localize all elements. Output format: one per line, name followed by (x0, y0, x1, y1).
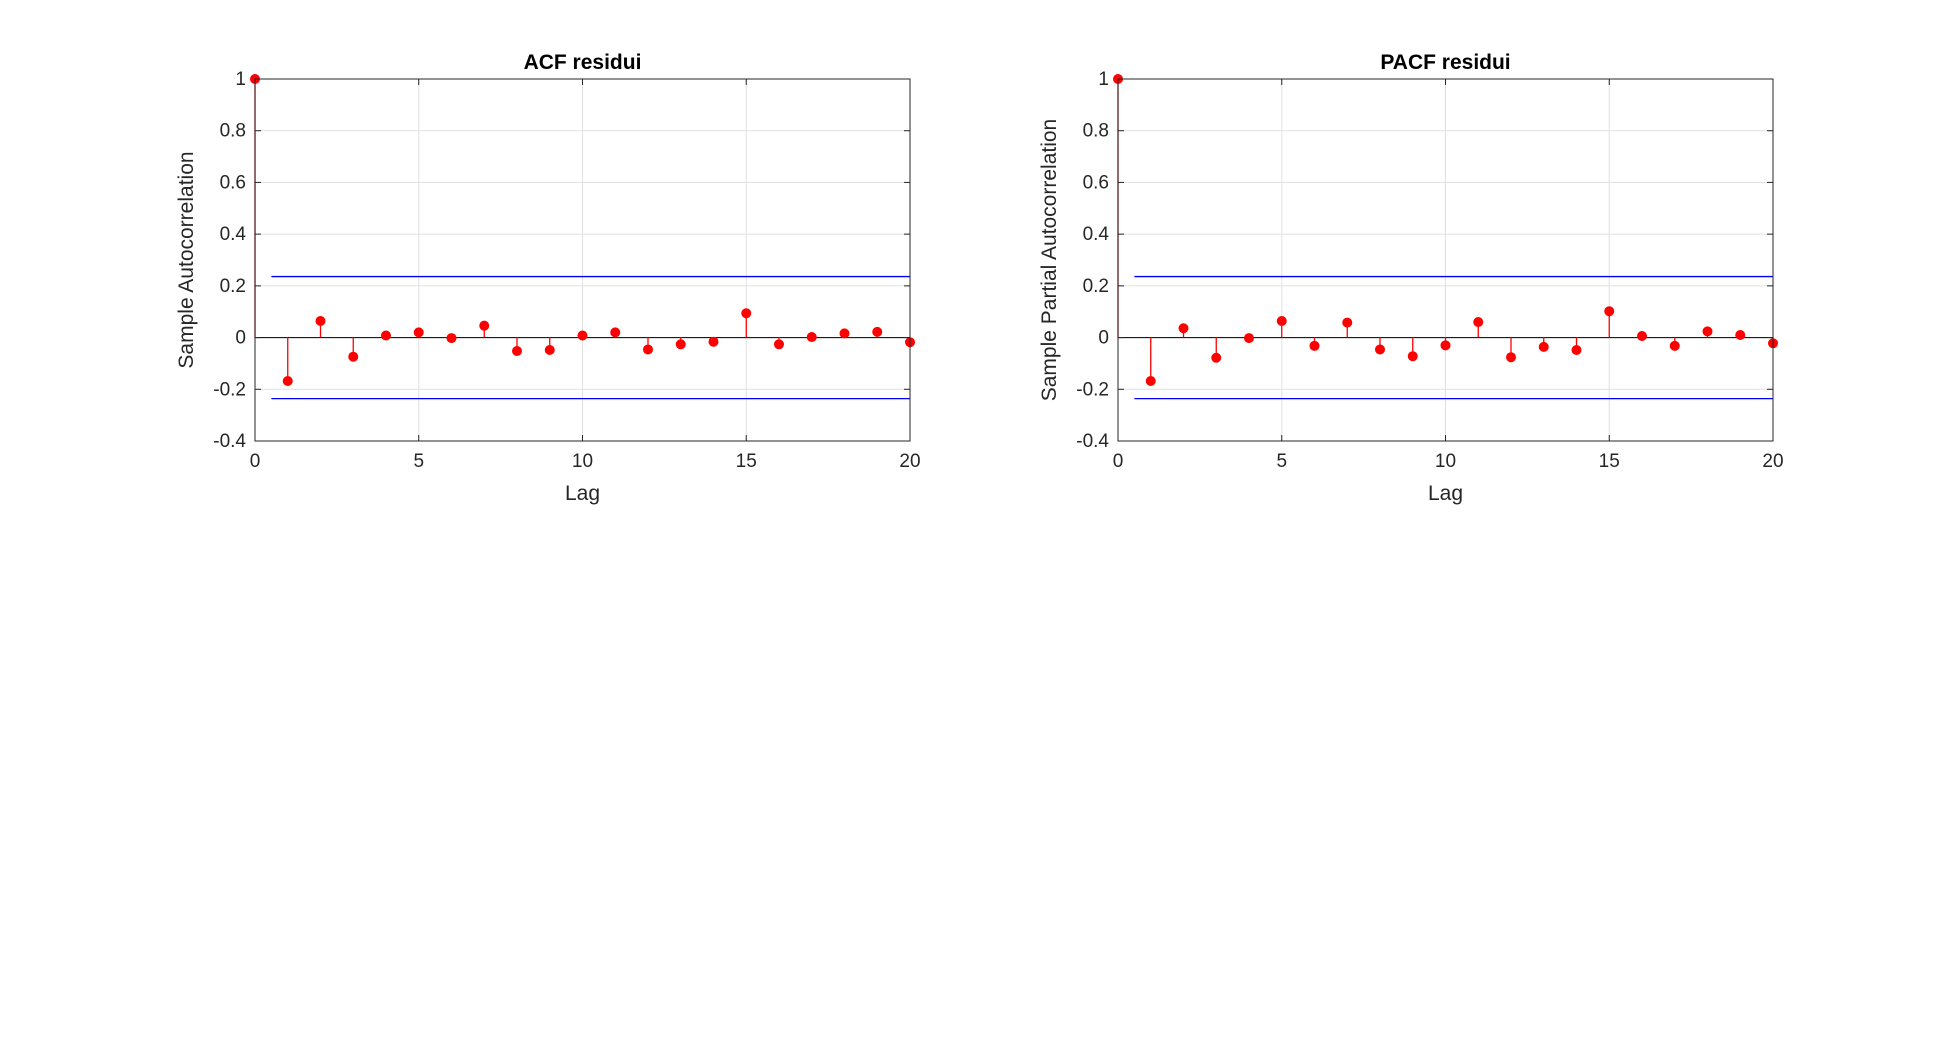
pacf-ticks: 0 5 10 15 20 -0.4 -0.2 0 0.2 0.4 0.6 0.8 1 (1076, 69, 1783, 472)
acf-y-tick-label: 0 (235, 328, 246, 349)
pacf-x-tick-label: 0 (1113, 451, 1124, 472)
acf-stem-marker (577, 330, 588, 341)
pacf-stem-marker (1637, 331, 1647, 342)
acf-stem-marker (413, 327, 424, 338)
pacf-x-axis-label: Lag (1428, 482, 1463, 505)
acf-stem-marker (315, 316, 326, 327)
pacf-confidence-bounds (1134, 275, 1773, 400)
pacf-stem-marker (1178, 323, 1189, 334)
pacf-stem-marker (1473, 317, 1484, 328)
pacf-stem-marker (1702, 326, 1713, 337)
acf-y-tick-label: -0.2 (213, 379, 246, 400)
pacf-y-tick-label: 0.8 (1083, 121, 1109, 142)
acf-x-axis-label: Lag (565, 482, 600, 505)
acf-stem-marker (675, 339, 686, 350)
acf-stem-marker (381, 330, 391, 341)
acf-y-tick-label: -0.4 (213, 431, 246, 452)
pacf-y-tick-label: 1 (1098, 69, 1109, 90)
acf-stem-marker (643, 344, 653, 355)
pacf-x-tick-label: 10 (1435, 451, 1456, 472)
acf-x-tick-label: 0 (250, 451, 261, 472)
pacf-stem-marker (1211, 352, 1222, 363)
acf-stem-marker (872, 326, 883, 337)
acf-y-axis-label: Sample Autocorrelation (175, 151, 198, 368)
acf-x-tick-label: 5 (413, 451, 424, 472)
acf-stem-marker (512, 346, 522, 357)
acf-stem-marker (741, 308, 752, 319)
acf-ticks: 0 5 10 15 20 -0.4 -0.2 0 0.2 0.4 0.6 0.8 1 (213, 69, 920, 472)
pacf-stem-marker (1342, 317, 1353, 328)
pacf-stem-marker (1276, 316, 1287, 327)
acf-stem-marker (839, 328, 850, 339)
acf-y-tick-label: 1 (235, 69, 246, 90)
acf-stem-marker (479, 320, 490, 331)
acf-y-tick-label: 0.8 (220, 121, 246, 142)
pacf-y-tick-label: -0.4 (1076, 431, 1109, 452)
pacf-stem-marker (1309, 340, 1320, 351)
acf-stem-marker (708, 336, 719, 347)
pacf-stem-marker (1506, 352, 1516, 363)
pacf-y-tick-label: 0 (1098, 328, 1109, 349)
pacf-y-tick-label: 0.2 (1083, 276, 1109, 297)
acf-panel: 0 5 10 15 20 -0.4 -0.2 0 0.2 0.4 0.6 0.8 1 ACF resid… (175, 51, 921, 505)
pacf-stem-marker (1735, 329, 1746, 340)
acf-stem-marker (544, 344, 555, 355)
acf-stem-marker (610, 327, 621, 338)
acf-confidence-bounds (271, 275, 910, 400)
acf-x-tick-label: 20 (899, 451, 920, 472)
acf-y-tick-label: 0.6 (220, 172, 246, 193)
pacf-stem-marker (1407, 351, 1418, 362)
acf-x-tick-label: 10 (572, 451, 593, 472)
pacf-x-tick-label: 15 (1599, 451, 1620, 472)
pacf-stem-marker (1440, 340, 1451, 351)
pacf-panel: 0 5 10 15 20 -0.4 -0.2 0 0.2 0.4 0.6 0.8 1 PACF resi… (1038, 51, 1784, 505)
pacf-y-axis-label: Sample Partial Autocorrelation (1038, 119, 1061, 402)
acf-stem-marker (774, 339, 784, 350)
pacf-y-tick-label: -0.2 (1076, 379, 1109, 400)
acf-x-tick-label: 15 (736, 451, 757, 472)
acf-title: ACF residui (524, 51, 642, 74)
pacf-title: PACF residui (1380, 51, 1510, 74)
acf-stem-marker (446, 333, 457, 344)
acf-stem-marker (348, 351, 359, 362)
pacf-stem-marker (1145, 376, 1156, 387)
pacf-stem-marker (1669, 340, 1680, 351)
pacf-x-tick-label: 20 (1762, 451, 1783, 472)
pacf-stem-marker (1604, 306, 1615, 317)
pacf-y-tick-label: 0.6 (1083, 172, 1109, 193)
pacf-stem-marker (1538, 341, 1549, 352)
acf-y-tick-label: 0.4 (220, 224, 247, 245)
pacf-stem-marker (1571, 344, 1582, 355)
pacf-stem-marker (1375, 344, 1385, 355)
pacf-x-tick-label: 5 (1276, 451, 1287, 472)
pacf-stem-marker (1244, 333, 1254, 344)
acf-stem-marker (282, 376, 293, 387)
acf-y-tick-label: 0.2 (220, 276, 246, 297)
pacf-y-tick-label: 0.4 (1083, 224, 1110, 245)
acf-stem-marker (806, 332, 817, 343)
